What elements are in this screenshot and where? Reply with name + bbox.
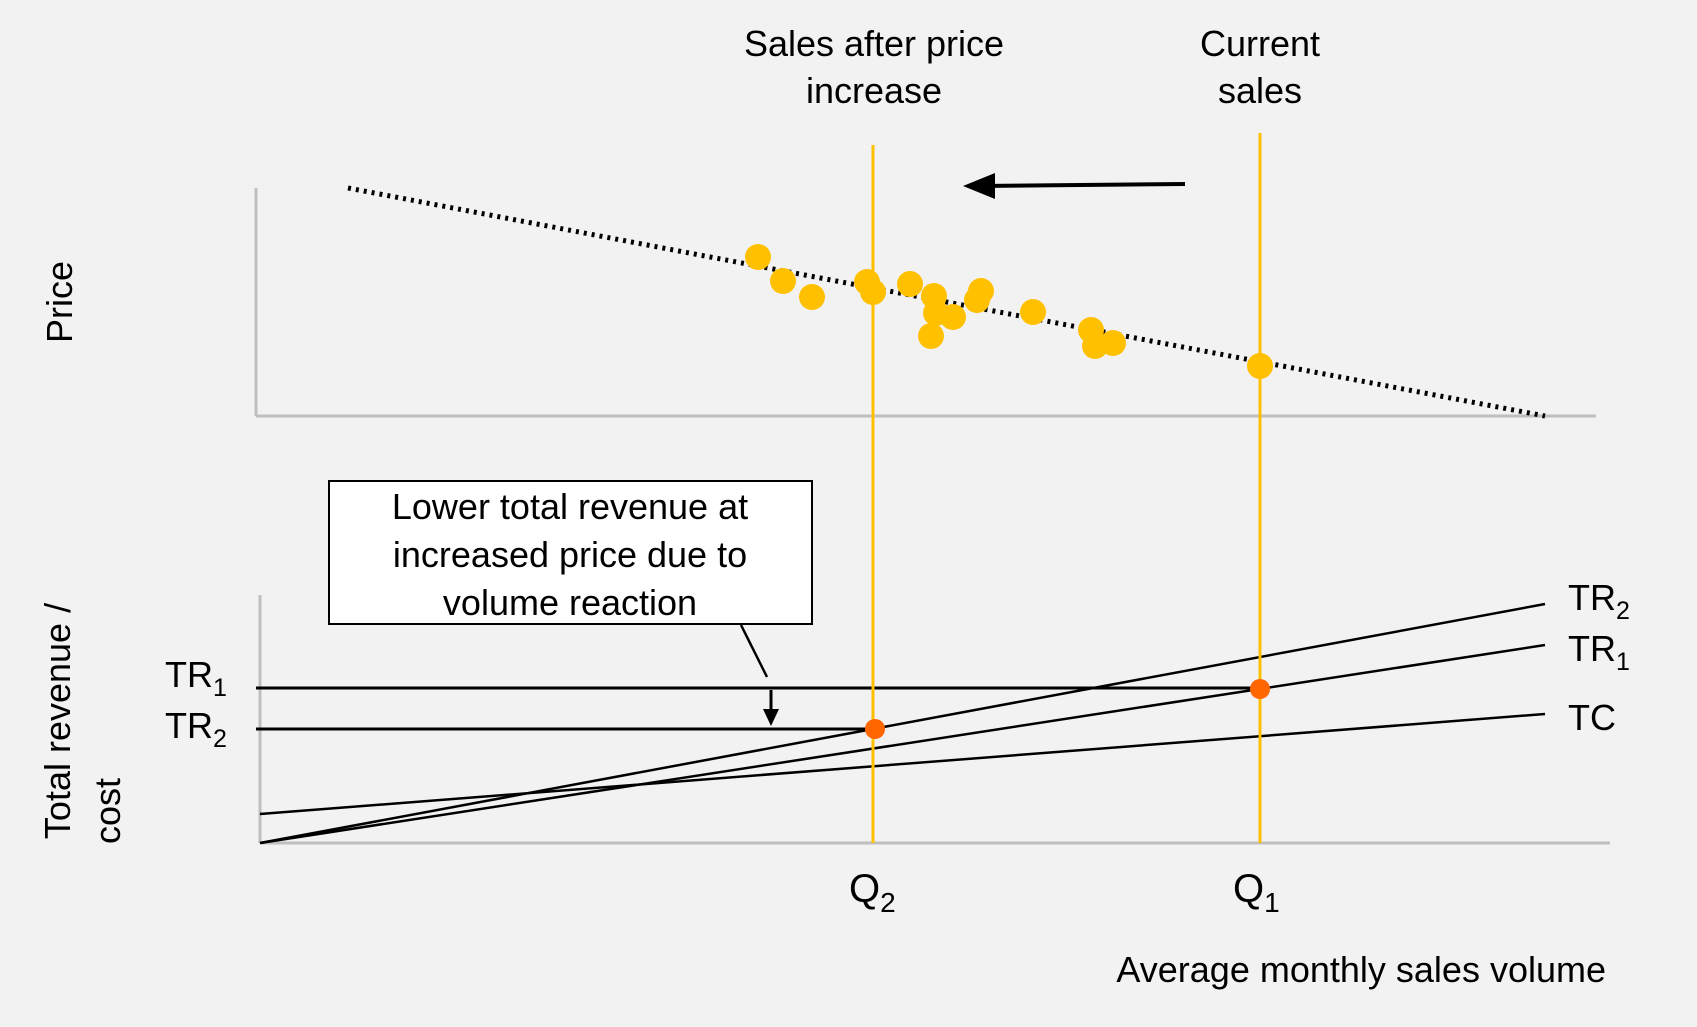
callout-leader-line (739, 624, 769, 678)
q1-sub: 1 (1264, 887, 1280, 918)
movement-arrow (978, 180, 1186, 191)
label-sales-after-increase-line2: increase (806, 70, 942, 111)
revenue-drop-arrowhead (763, 709, 779, 726)
tr1-level-sub: 1 (213, 674, 227, 702)
tr1-series-main: TR (1568, 628, 1616, 669)
tc-series-label: TC (1568, 697, 1616, 738)
tr1-series-label: TR1 (1568, 628, 1630, 676)
q2-main: Q (849, 867, 880, 911)
q1-main: Q (1233, 867, 1264, 911)
q1-intersection-point (1250, 679, 1270, 699)
scatter-point (897, 271, 923, 297)
callout-box (328, 480, 813, 625)
tr1-line (259, 643, 1546, 845)
callout-text-line3: volume reaction (443, 582, 697, 623)
scatter-point (799, 284, 825, 310)
tr1-level-label: TR1 (165, 654, 227, 702)
tr2-level-main: TR (165, 705, 213, 746)
q2-label: Q2 (849, 867, 896, 918)
scatter-point (940, 304, 966, 330)
price-axis-title: Price (39, 261, 80, 343)
callout-text-line2: increased price due to (393, 534, 747, 575)
tr2-level-sub: 2 (213, 725, 227, 753)
scatter-point (918, 323, 944, 349)
scatter-point (1020, 299, 1046, 325)
tr2-series-label: TR2 (1568, 577, 1630, 625)
demand-trend-line (347, 185, 1546, 419)
q2-intersection-point (865, 719, 885, 739)
tr2-series-sub: 2 (1616, 597, 1630, 625)
tr2-series-main: TR (1568, 577, 1616, 618)
callout-text-line1: Lower total revenue at (392, 486, 748, 527)
tr2-line (259, 602, 1546, 845)
movement-arrow-head (963, 173, 995, 199)
tc-line (259, 712, 1546, 816)
label-current-sales-line1: Current (1200, 23, 1320, 64)
scatter-point (770, 268, 796, 294)
tr1-level-main: TR (165, 654, 213, 695)
revenue-axis-title-line1: Total revenue / (37, 603, 78, 839)
scatter-point (1100, 330, 1126, 356)
scatter-point (968, 278, 994, 304)
revenue-axis-title-line2: cost (87, 778, 128, 844)
tr2-level-label: TR2 (165, 705, 227, 753)
label-current-sales-line2: sales (1218, 70, 1302, 111)
q2-sub: 2 (880, 887, 896, 918)
label-sales-after-increase-line1: Sales after price (744, 23, 1004, 64)
q1-label: Q1 (1233, 867, 1280, 918)
x-axis-title: Average monthly sales volume (1116, 949, 1606, 990)
tr1-series-sub: 1 (1616, 648, 1630, 676)
scatter-point (745, 244, 771, 270)
